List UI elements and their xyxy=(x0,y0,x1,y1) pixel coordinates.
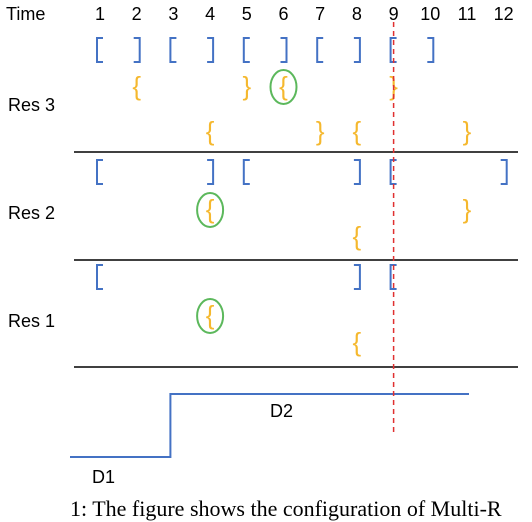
time-tick: 11 xyxy=(457,4,477,24)
time-tick: 4 xyxy=(205,4,216,24)
square-bracket-mark xyxy=(500,159,508,185)
square-bracket-mark xyxy=(242,159,250,185)
figure-caption: 1: The figure shows the configuration of… xyxy=(70,496,502,521)
curly-brace-mark: { xyxy=(353,221,362,251)
interval-marks: {}{}{}{}{}{{{ xyxy=(96,37,508,357)
curly-brace-mark: { xyxy=(353,116,362,146)
time-tick: 3 xyxy=(168,4,179,24)
square-bracket-mark xyxy=(353,37,361,63)
square-bracket-mark xyxy=(353,159,361,185)
time-tick: 9 xyxy=(388,4,399,24)
curly-brace-mark: { xyxy=(353,327,362,357)
time-tick: 10 xyxy=(420,4,441,24)
curly-brace-mark: } xyxy=(463,194,472,224)
square-bracket-mark xyxy=(427,37,435,63)
square-bracket-mark xyxy=(169,37,177,63)
time-tick: 7 xyxy=(315,4,326,24)
row-label-res3: Res 3 xyxy=(8,95,56,115)
time-tick: 1 xyxy=(94,4,106,24)
time-tick: 8 xyxy=(351,4,362,24)
highlight-circle xyxy=(269,69,298,105)
demand-step-line xyxy=(70,393,469,458)
square-bracket-mark xyxy=(280,37,288,63)
curly-brace-mark: { xyxy=(206,300,215,330)
demand-step-path xyxy=(70,393,469,458)
curly-brace-mark: { xyxy=(206,194,215,224)
curly-brace-mark: } xyxy=(242,71,251,101)
demand-label-d2: D2 xyxy=(270,401,294,421)
highlight-circle xyxy=(196,192,225,228)
square-bracket-mark xyxy=(389,159,397,185)
square-bracket-mark xyxy=(96,264,103,290)
time-axis-label: Time xyxy=(6,4,46,24)
square-bracket-mark xyxy=(207,159,215,185)
square-bracket-mark xyxy=(96,37,103,63)
curly-brace-mark: { xyxy=(132,71,141,101)
curly-brace-mark: { xyxy=(279,71,288,101)
time-tick: 6 xyxy=(278,4,289,24)
demand-label-d1: D1 xyxy=(92,467,116,487)
curly-brace-mark: { xyxy=(206,116,215,146)
highlight-circle xyxy=(196,298,225,334)
row-label-res2: Res 2 xyxy=(8,203,56,223)
time-tick: 12 xyxy=(493,4,514,24)
curly-brace-mark: } xyxy=(316,116,325,146)
curly-brace-mark: } xyxy=(463,116,472,146)
time-tick: 5 xyxy=(241,4,252,24)
square-bracket-mark xyxy=(207,37,215,63)
square-bracket-mark xyxy=(242,37,250,63)
square-bracket-mark xyxy=(353,264,361,290)
square-bracket-mark xyxy=(96,159,103,185)
time-tick: 2 xyxy=(131,4,142,24)
square-bracket-mark xyxy=(316,37,324,63)
row-label-res1: Res 1 xyxy=(8,311,56,331)
square-bracket-mark xyxy=(133,37,141,63)
